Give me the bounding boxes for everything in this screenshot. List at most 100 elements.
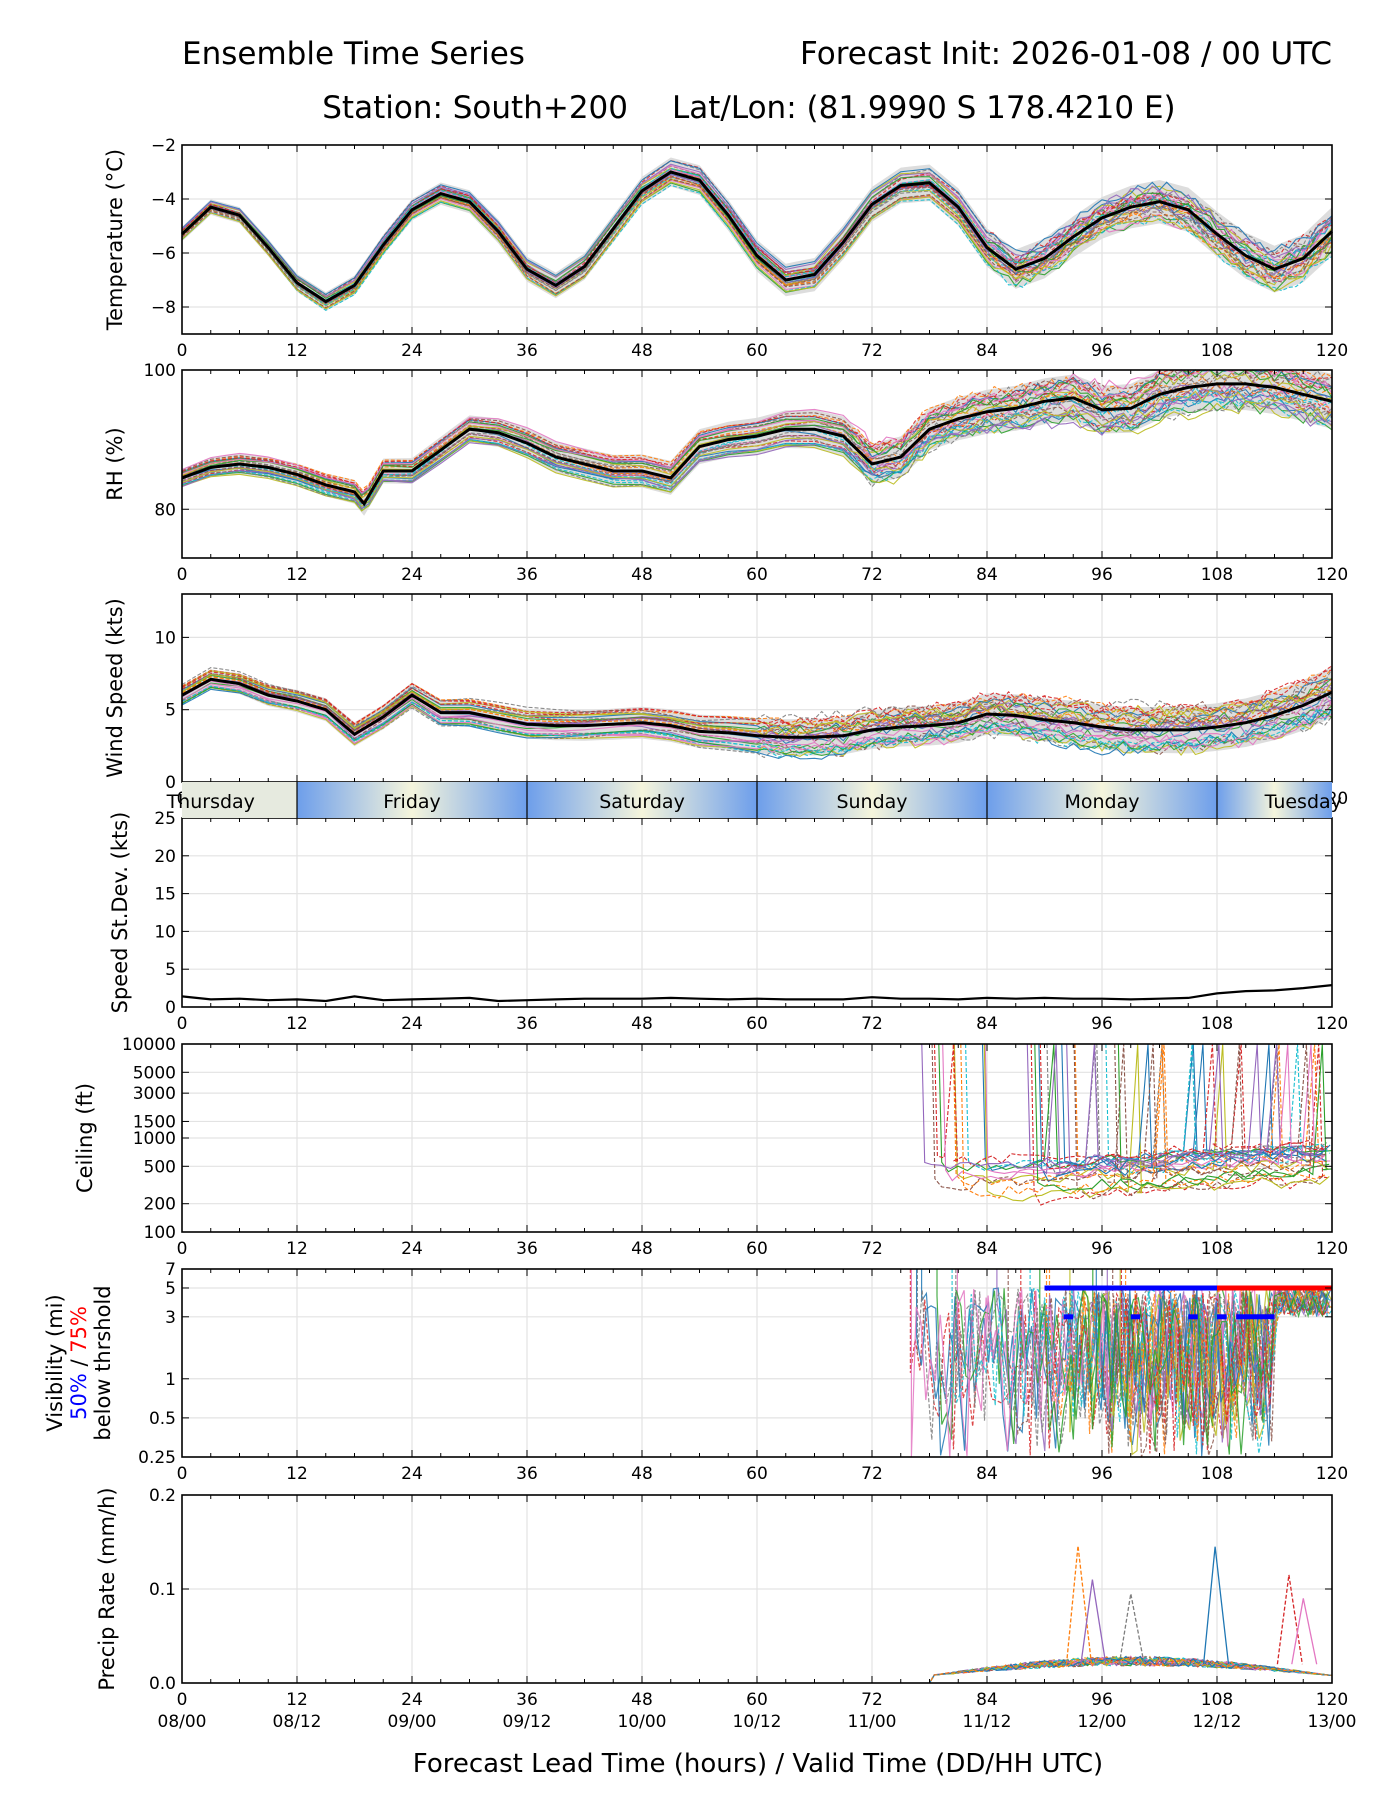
ensemble-member-line: [181, 371, 1333, 499]
y-tick-label: 0.0: [149, 1674, 176, 1694]
ensemble-member-line: [181, 181, 1333, 310]
x-tick-label: 12: [286, 1690, 308, 1710]
x-tick-label: 60: [746, 1014, 768, 1034]
ceiling-member-line: [942, 1043, 1327, 1182]
ceiling-member-line: [983, 1043, 1330, 1202]
precip-peak-line: [1291, 1598, 1318, 1665]
y-tick-label: 80: [154, 500, 176, 520]
x-tick-label: 24: [401, 1690, 423, 1710]
y-tick-label: 10: [154, 628, 176, 648]
y-axis-label-threshold: below thrshold: [91, 1285, 115, 1440]
y-axis-label: Ceiling (ft): [73, 1083, 97, 1193]
ensemble-member-line: [181, 369, 1333, 494]
x-tick-label: 108: [1201, 1014, 1233, 1034]
x-tick-label: 108: [1201, 1464, 1233, 1484]
x-valid-tick-label: 11/00: [848, 1712, 897, 1732]
ensemble-member-line: [181, 669, 1333, 728]
day-label: Saturday: [599, 791, 685, 813]
y-tick-label: 15: [154, 885, 176, 905]
x-tick-label: 12: [286, 341, 308, 361]
day-segment: [987, 782, 1217, 818]
x-tick-label: 36: [516, 341, 538, 361]
x-tick-label: 84: [976, 1690, 998, 1710]
x-tick-label: 96: [1091, 341, 1113, 361]
day-of-week-band: Thursday Friday Saturday Sunday Monday Tuesda…: [166, 782, 1342, 818]
y-tick-label: 0.2: [149, 1486, 176, 1506]
x-tick-label: 24: [401, 341, 423, 361]
x-tick-label: 72: [861, 1464, 883, 1484]
y-tick-label: 10: [154, 922, 176, 942]
x-tick-label: 48: [631, 1464, 653, 1484]
ensemble-member-line: [181, 670, 1333, 730]
ensemble-member-line: [181, 396, 1333, 510]
x-tick-label: 72: [861, 341, 883, 361]
ensemble-mean-line: [181, 382, 1333, 507]
precip-peak-line: [1118, 1593, 1145, 1665]
x-tick-label: 24: [401, 565, 423, 585]
x-valid-tick-label: 12/00: [1078, 1712, 1127, 1732]
day-segment: [182, 782, 297, 818]
y-axis-label: RH (%): [103, 427, 127, 500]
ensemble-member-line: [181, 184, 1333, 311]
ensemble-member-line: [181, 160, 1333, 296]
x-tick-label: 48: [631, 1014, 653, 1034]
x-tick-label: 0: [177, 1464, 188, 1484]
ensemble-member-line: [181, 390, 1333, 508]
x-tick-label: 120: [1316, 341, 1348, 361]
x-tick-label: 84: [976, 341, 998, 361]
y-tick-label: 5: [165, 701, 176, 721]
visibility-member-line: [1120, 1269, 1328, 1451]
y-axis-label-percentiles: 50% / 75%: [67, 1306, 91, 1420]
day-label: Tuesday: [1264, 791, 1342, 813]
day-segment: [297, 782, 527, 818]
x-tick-label: 60: [746, 565, 768, 585]
x-tick-label: 72: [861, 565, 883, 585]
x-tick-label: 24: [401, 1239, 423, 1259]
x-tick-label: 0: [177, 341, 188, 361]
stdev-line: [181, 984, 1333, 1003]
x-tick-label: 24: [401, 1464, 423, 1484]
panel-rh: 0 12 24 36 48 60 72 84 96 108 120 80 100 RH (%): [103, 361, 1348, 585]
x-tick-label: 120: [1316, 565, 1348, 585]
y-tick-label: 1500: [133, 1112, 176, 1132]
x-tick-label: 48: [631, 565, 653, 585]
x-tick-label: 84: [976, 1014, 998, 1034]
ensemble-member-line: [181, 376, 1333, 505]
precip-member-line: [182, 1656, 1333, 1684]
panel-speed_stdev: 0 12 24 36 48 60 72 84 96 108 120 0 5 10 15 20 25 Speed S…: [108, 809, 1348, 1034]
ensemble-member-line: [181, 673, 1333, 735]
x-tick-label: 12: [286, 1464, 308, 1484]
ensemble-member-line: [181, 673, 1333, 732]
day-segment: [757, 782, 987, 818]
x-tick-label: 120: [1316, 1464, 1348, 1484]
day-label: Monday: [1064, 791, 1139, 813]
x-tick-label: 36: [516, 1464, 538, 1484]
y-tick-label: 10000: [122, 1035, 176, 1055]
ceiling-member-line: [1026, 1043, 1325, 1175]
x-tick-label: 36: [516, 1690, 538, 1710]
ensemble-member-line: [181, 398, 1333, 511]
panel-wind_speed: 012243648607284961081200510Wind Speed (k…: [103, 593, 1348, 809]
x-valid-tick-label: 12/12: [1193, 1712, 1242, 1732]
x-tick-label: 120: [1316, 1014, 1348, 1034]
y-tick-label: 3000: [133, 1084, 176, 1104]
y-tick-label: 1000: [133, 1129, 176, 1149]
day-segment: [1217, 782, 1332, 818]
x-tick-label: 0: [177, 1690, 188, 1710]
x-tick-label: 48: [631, 1239, 653, 1259]
x-tick-label: 12: [286, 565, 308, 585]
visibility-member-line: [1125, 1269, 1333, 1443]
x-tick-label: 48: [631, 1690, 653, 1710]
forecast-init: Forecast Init: 2026-01-08 / 00 UTC: [800, 36, 1332, 72]
day-segment: [527, 782, 757, 818]
x-tick-label: 96: [1091, 1239, 1113, 1259]
ensemble-member-line: [181, 678, 1333, 742]
y-tick-label: 1: [165, 1370, 176, 1390]
x-tick-label: 84: [976, 1239, 998, 1259]
x-tick-label: 84: [976, 565, 998, 585]
x-tick-label: 72: [861, 1014, 883, 1034]
x-tick-label: 36: [516, 1239, 538, 1259]
ensemble-member-line: [181, 163, 1333, 298]
x-tick-label: 36: [516, 565, 538, 585]
